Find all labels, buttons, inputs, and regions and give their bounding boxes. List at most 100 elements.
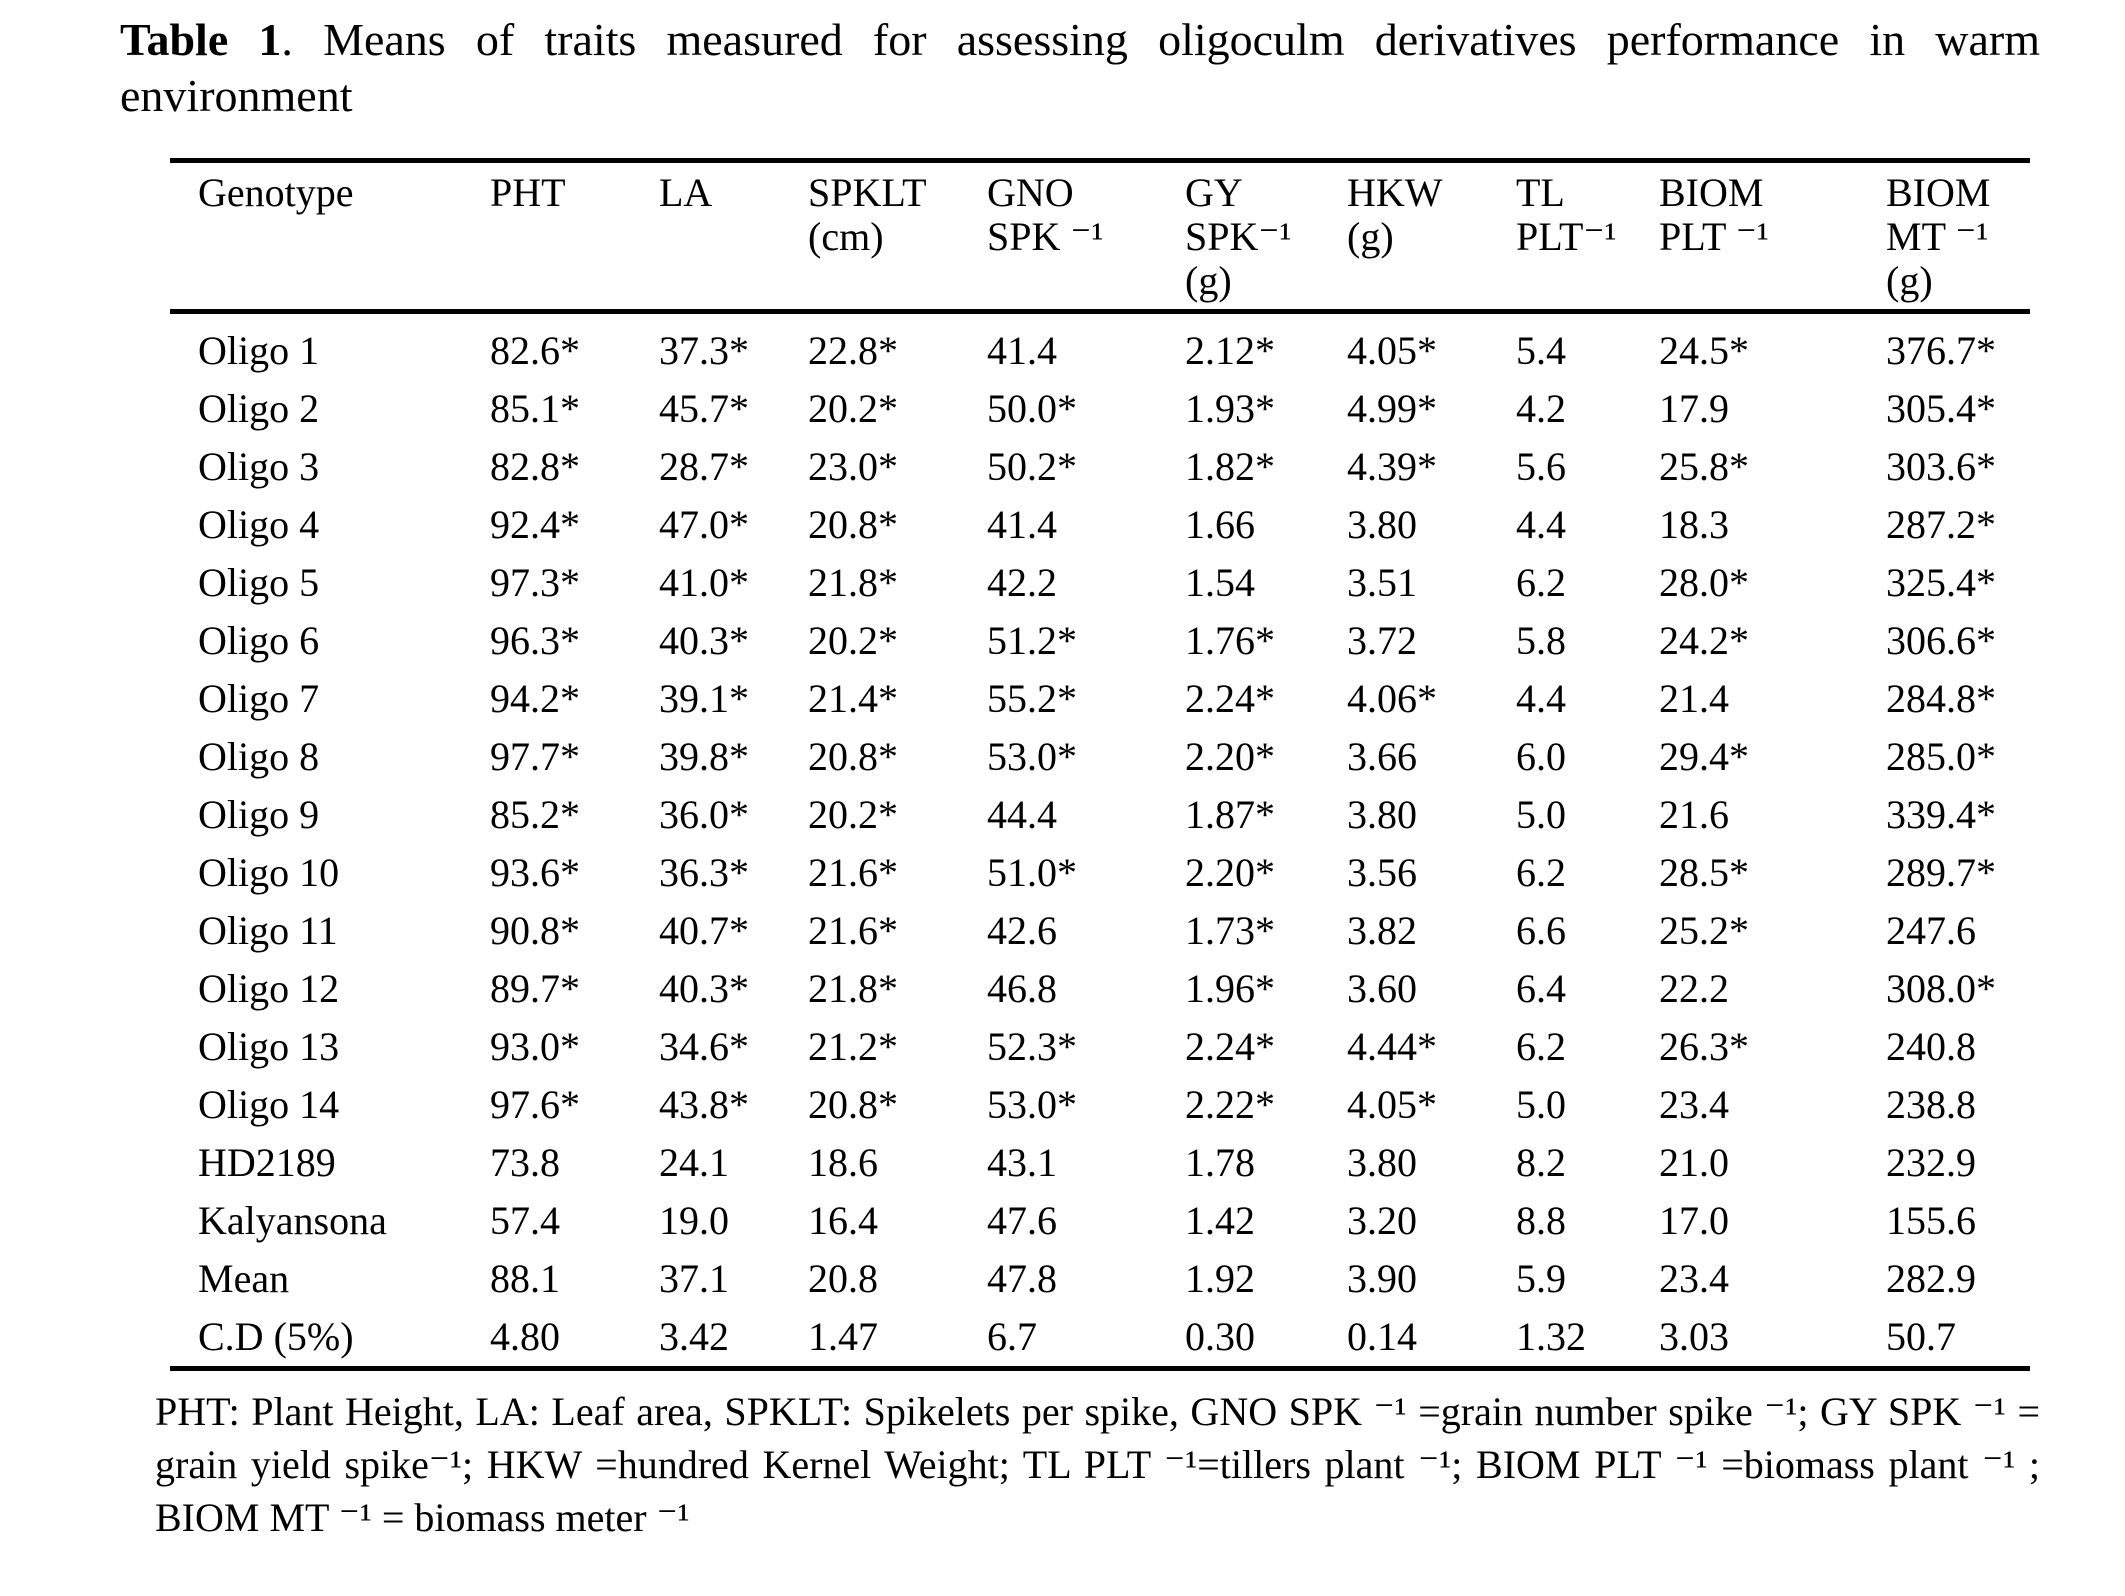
value-cell: 6.0: [1516, 734, 1566, 779]
value-cell: 1.87*: [1185, 792, 1275, 837]
value-cell: 55.2*: [987, 676, 1077, 721]
table-row: Oligo 11 90.8* 40.7* 21.6* 42.6 1.73* 3.82 6.6 2…: [170, 902, 2030, 960]
value-cell: 24.2*: [1659, 618, 1749, 663]
value-cell: 4.39*: [1347, 444, 1437, 489]
value-cell: 97.6*: [490, 1082, 580, 1127]
table-row: Oligo 6 96.3* 40.3* 20.2* 51.2* 1.76* 3.72 5.8 2…: [170, 612, 2030, 670]
table-row: C.D (5%) 4.80 3.42 1.47 6.7 0.30 0.14 1.32 3.03 5…: [170, 1308, 2030, 1369]
table-row: Oligo 13 93.0* 34.6* 21.2* 52.3* 2.24* 4.44* 6.…: [170, 1018, 2030, 1076]
table-header-row: Genotype PHT LA SPKLT (cm) GNO SPK ⁻¹ GY SPK⁻…: [170, 161, 2030, 312]
value-cell: 3.72: [1347, 618, 1417, 663]
value-cell: 51.0*: [987, 850, 1077, 895]
value-cell: 23.4: [1659, 1256, 1729, 1301]
table-row: Oligo 1 82.6* 37.3* 22.8* 41.4 2.12* 4.05* 5.4 2…: [170, 312, 2030, 381]
value-cell: 17.0: [1659, 1198, 1729, 1243]
value-cell: 1.47: [808, 1314, 878, 1359]
genotype-cell: HD2189: [198, 1140, 336, 1185]
genotype-cell: C.D (5%): [198, 1314, 354, 1359]
value-cell: 6.6: [1516, 908, 1566, 953]
value-cell: 21.0: [1659, 1140, 1729, 1185]
value-cell: 1.82*: [1185, 444, 1275, 489]
table-footnote: PHT: Plant Height, LA: Leaf area, SPKLT:…: [155, 1389, 2040, 1540]
value-cell: 282.9: [1886, 1256, 1976, 1301]
value-cell: 1.54: [1185, 560, 1255, 605]
value-cell: 50.7: [1886, 1314, 1956, 1359]
value-cell: 22.8*: [808, 328, 898, 373]
value-cell: 1.42: [1185, 1198, 1255, 1243]
value-cell: 238.8: [1886, 1082, 1976, 1127]
value-cell: 4.06*: [1347, 676, 1437, 721]
value-cell: 22.2: [1659, 966, 1729, 1011]
value-cell: 3.42: [659, 1314, 729, 1359]
column-header-biom-mt: BIOM MT ⁻¹ (g): [1886, 170, 1991, 303]
value-cell: 40.3*: [659, 618, 749, 663]
value-cell: 17.9: [1659, 386, 1729, 431]
value-cell: 5.9: [1516, 1256, 1566, 1301]
value-cell: 21.4: [1659, 676, 1729, 721]
value-cell: 94.2*: [490, 676, 580, 721]
value-cell: 376.7*: [1886, 328, 1996, 373]
table-row: Oligo 12 89.7* 40.3* 21.8* 46.8 1.96* 3.60 6.4 2…: [170, 960, 2030, 1018]
value-cell: 26.3*: [1659, 1024, 1749, 1069]
value-cell: 21.8*: [808, 560, 898, 605]
value-cell: 4.44*: [1347, 1024, 1437, 1069]
value-cell: 339.4*: [1886, 792, 1996, 837]
value-cell: 5.6: [1516, 444, 1566, 489]
genotype-cell: Kalyansona: [198, 1198, 387, 1243]
genotype-cell: Oligo 12: [198, 966, 340, 1011]
value-cell: 6.2: [1516, 1024, 1566, 1069]
value-cell: 24.5*: [1659, 328, 1749, 373]
table-caption: Table 1. Means of traits measured for as…: [120, 12, 2040, 124]
value-cell: 305.4*: [1886, 386, 1996, 431]
column-header-biom-plt: BIOM PLT ⁻¹: [1659, 170, 1769, 259]
value-cell: 232.9: [1886, 1140, 1976, 1185]
value-cell: 40.7*: [659, 908, 749, 953]
value-cell: 3.80: [1347, 502, 1417, 547]
value-cell: 57.4: [490, 1198, 560, 1243]
value-cell: 4.80: [490, 1314, 560, 1359]
value-cell: 5.8: [1516, 618, 1566, 663]
value-cell: 73.8: [490, 1140, 560, 1185]
genotype-cell: Oligo 7: [198, 676, 320, 721]
value-cell: 20.8*: [808, 502, 898, 547]
value-cell: 20.8: [808, 1256, 878, 1301]
table-row: Oligo 10 93.6* 36.3* 21.6* 51.0* 2.20* 3.56 6.2…: [170, 844, 2030, 902]
value-cell: 303.6*: [1886, 444, 1996, 489]
value-cell: 2.20*: [1185, 734, 1275, 779]
genotype-cell: Oligo 14: [198, 1082, 340, 1127]
value-cell: 90.8*: [490, 908, 580, 953]
value-cell: 50.2*: [987, 444, 1077, 489]
value-cell: 25.8*: [1659, 444, 1749, 489]
value-cell: 3.66: [1347, 734, 1417, 779]
value-cell: 6.2: [1516, 560, 1566, 605]
genotype-cell: Oligo 6: [198, 618, 320, 663]
value-cell: 306.6*: [1886, 618, 1996, 663]
value-cell: 1.76*: [1185, 618, 1275, 663]
value-cell: 289.7*: [1886, 850, 1996, 895]
value-cell: 18.6: [808, 1140, 878, 1185]
value-cell: 1.93*: [1185, 386, 1275, 431]
column-header-genotype: Genotype: [198, 170, 354, 215]
value-cell: 4.2: [1516, 386, 1566, 431]
value-cell: 39.8*: [659, 734, 749, 779]
column-header-gno-spk: GNO SPK ⁻¹: [987, 170, 1104, 259]
value-cell: 93.0*: [490, 1024, 580, 1069]
value-cell: 8.2: [1516, 1140, 1566, 1185]
value-cell: 21.4*: [808, 676, 898, 721]
value-cell: 20.2*: [808, 618, 898, 663]
value-cell: 3.03: [1659, 1314, 1729, 1359]
value-cell: 6.4: [1516, 966, 1566, 1011]
value-cell: 53.0*: [987, 734, 1077, 779]
value-cell: 0.14: [1347, 1314, 1417, 1359]
value-cell: 1.96*: [1185, 966, 1275, 1011]
value-cell: 28.7*: [659, 444, 749, 489]
value-cell: 46.8: [987, 966, 1057, 1011]
value-cell: 3.20: [1347, 1198, 1417, 1243]
value-cell: 43.1: [987, 1140, 1057, 1185]
table-row: Mean 88.1 37.1 20.8 47.8 1.92 3.90 5.9 23.4 282.9: [170, 1250, 2030, 1308]
value-cell: 44.4: [987, 792, 1057, 837]
value-cell: 4.4: [1516, 502, 1566, 547]
value-cell: 21.6: [1659, 792, 1729, 837]
column-header-gy-spk: GY SPK⁻¹ (g): [1185, 170, 1292, 303]
